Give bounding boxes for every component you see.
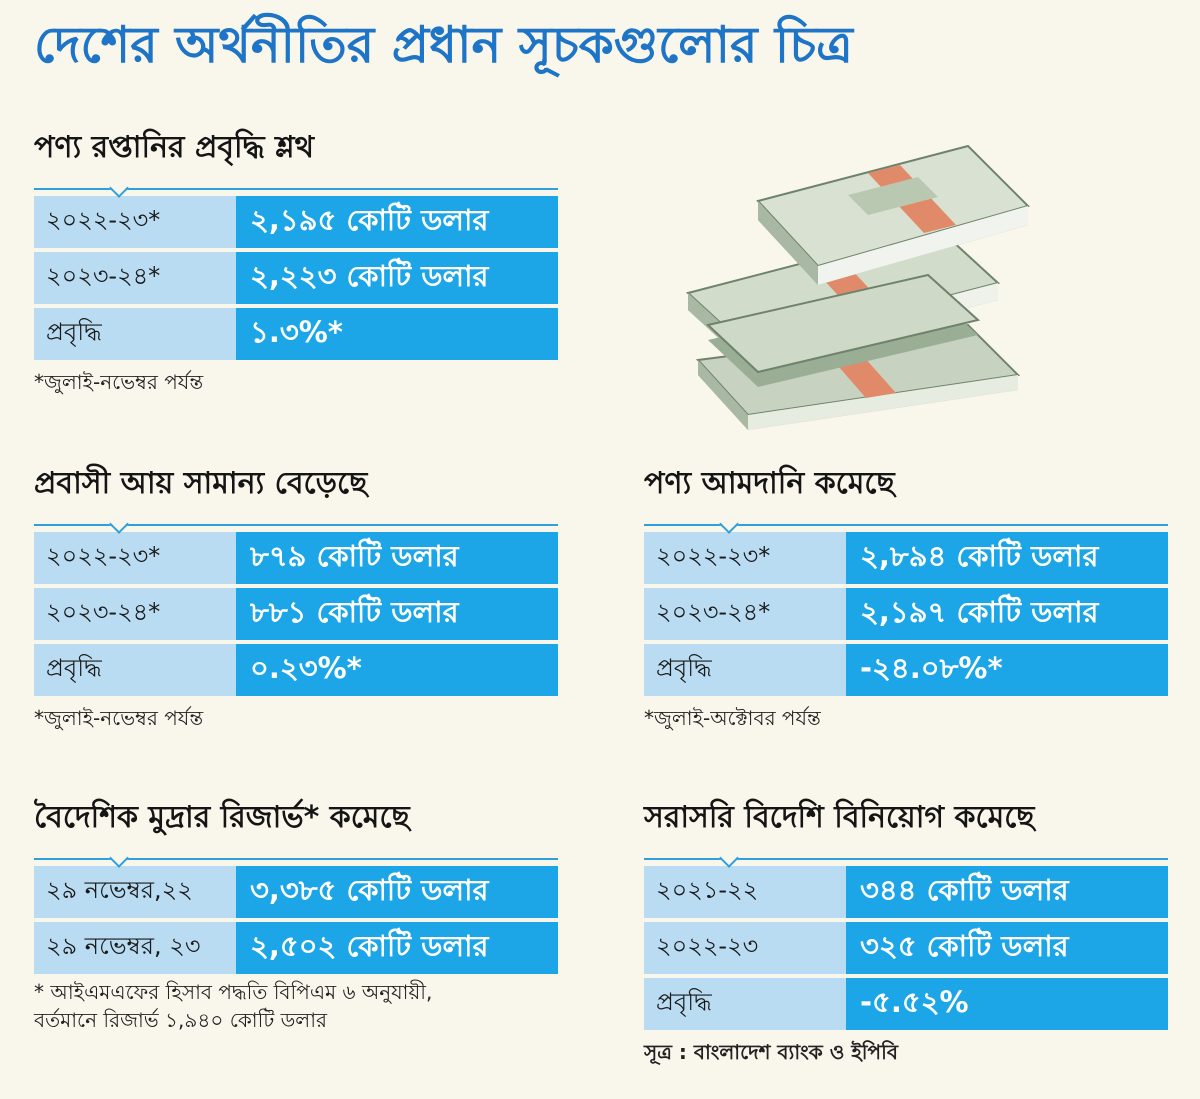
money-stack-icon <box>685 144 1030 430</box>
table-row: ২০২২-২৩ ৩২৫ কোটি ডলার <box>644 922 1168 974</box>
section-divider <box>34 510 558 526</box>
footnote-line: বর্তমানে রিজার্ভ ১,৯৪০ কোটি ডলার <box>34 1008 328 1032</box>
footnote: * আইএমএফের হিসাব পদ্ধতি বিপিএম ৬ অনুযায়… <box>34 978 558 1034</box>
section-divider <box>34 174 558 190</box>
row-value: -২৪.০৮%* <box>846 644 1168 696</box>
row-value: ১.৩%* <box>236 308 558 360</box>
row-label: ২০২২-২৩* <box>34 532 236 584</box>
table-row: প্রবৃদ্ধি -২৪.০৮%* <box>644 644 1168 696</box>
row-label: ২০২৩-২৪* <box>644 588 846 640</box>
row-value: ৩৪৪ কোটি ডলার <box>846 866 1168 918</box>
row-value: -৫.৫২% <box>846 978 1168 1030</box>
table-row: ২০২৩-২৪* ২,১৯৭ কোটি ডলার <box>644 588 1168 640</box>
table-row: ২০২৩-২৪* ২,২২৩ কোটি ডলার <box>34 252 558 304</box>
row-value: ৩,৩৮৫ কোটি ডলার <box>236 866 558 918</box>
table-row: ২৯ নভেম্বর, ২৩ ২,৫০২ কোটি ডলার <box>34 922 558 974</box>
footnote: *জুলাই-নভেম্বর পর্যন্ত <box>34 706 204 730</box>
row-label: ২৯ নভেম্বর, ২৩ <box>34 922 236 974</box>
row-label: ২০২১-২২ <box>644 866 846 918</box>
section-divider <box>644 510 1168 526</box>
table-row: প্রবৃদ্ধি ১.৩%* <box>34 308 558 360</box>
fdi-section: সরাসরি বিদেশি বিনিয়োগ কমেছে ২০২১-২২ ৩৪৪… <box>644 800 1168 1066</box>
row-label: প্রবৃদ্ধি <box>34 308 236 360</box>
footnote: *জুলাই-অক্টোবর পর্যন্ত <box>644 706 821 730</box>
table-row: ২০২১-২২ ৩৪৪ কোটি ডলার <box>644 866 1168 918</box>
table-row: ২০২২-২৩* ২,১৯৫ কোটি ডলার <box>34 196 558 248</box>
reserve-heading: বৈদেশিক মুদ্রার রিজার্ভ* কমেছে <box>34 800 410 835</box>
page-title: দেশের অর্থনীতির প্রধান সূচকগুলোর চিত্র <box>34 16 853 74</box>
money-bundle-top <box>756 144 1030 285</box>
table-row: ২৯ নভেম্বর,২২ ৩,৩৮৫ কোটি ডলার <box>34 866 558 918</box>
row-value: ৮৮১ কোটি ডলার <box>236 588 558 640</box>
exports-section: পণ্য রপ্তানির প্রবৃদ্ধি শ্লথ ২০২২-২৩* ২,… <box>34 130 558 396</box>
imports-section: পণ্য আমদানি কমেছে ২০২২-২৩* ২,৮৯৪ কোটি ডল… <box>644 466 1168 732</box>
source-note: সূত্র : বাংলাদেশ ব্যাংক ও ইপিবি <box>644 1040 898 1064</box>
footnote: *জুলাই-নভেম্বর পর্যন্ত <box>34 370 204 394</box>
table-row: ২০২২-২৩* ৮৭৯ কোটি ডলার <box>34 532 558 584</box>
row-value: ৮৭৯ কোটি ডলার <box>236 532 558 584</box>
imports-heading: পণ্য আমদানি কমেছে <box>644 466 895 501</box>
reserve-section: বৈদেশিক মুদ্রার রিজার্ভ* কমেছে ২৯ নভেম্ব… <box>34 800 558 1034</box>
row-value: ২,১৯৫ কোটি ডলার <box>236 196 558 248</box>
row-value: ২,৫০২ কোটি ডলার <box>236 922 558 974</box>
row-label: প্রবৃদ্ধি <box>644 644 846 696</box>
table-row: ২০২৩-২৪* ৮৮১ কোটি ডলার <box>34 588 558 640</box>
footnote-line: * আইএমএফের হিসাব পদ্ধতি বিপিএম ৬ অনুযায়… <box>34 980 433 1004</box>
row-label: প্রবৃদ্ধি <box>34 644 236 696</box>
row-value: ৩২৫ কোটি ডলার <box>846 922 1168 974</box>
table-row: ২০২২-২৩* ২,৮৯৪ কোটি ডলার <box>644 532 1168 584</box>
section-divider <box>34 844 558 860</box>
remittance-heading: প্রবাসী আয় সামান্য বেড়েছে <box>34 466 368 501</box>
row-label: ২০২২-২৩* <box>644 532 846 584</box>
fdi-heading: সরাসরি বিদেশি বিনিয়োগ কমেছে <box>644 800 1035 835</box>
row-label: ২০২৩-২৪* <box>34 588 236 640</box>
row-value: ২,২২৩ কোটি ডলার <box>236 252 558 304</box>
row-value: ২,৮৯৪ কোটি ডলার <box>846 532 1168 584</box>
row-value: ২,১৯৭ কোটি ডলার <box>846 588 1168 640</box>
section-divider <box>644 844 1168 860</box>
row-value: ০.২৩%* <box>236 644 558 696</box>
remittance-section: প্রবাসী আয় সামান্য বেড়েছে ২০২২-২৩* ৮৭৯… <box>34 466 558 732</box>
table-row: প্রবৃদ্ধি ০.২৩%* <box>34 644 558 696</box>
exports-heading: পণ্য রপ্তানির প্রবৃদ্ধি শ্লথ <box>34 130 315 165</box>
money-bundle-stack <box>705 273 981 387</box>
row-label: ২০২২-২৩ <box>644 922 846 974</box>
table-row: প্রবৃদ্ধি -৫.৫২% <box>644 978 1168 1030</box>
row-label: প্রবৃদ্ধি <box>644 978 846 1030</box>
row-label: ২০২২-২৩* <box>34 196 236 248</box>
row-label: ২০২৩-২৪* <box>34 252 236 304</box>
row-label: ২৯ নভেম্বর,২২ <box>34 866 236 918</box>
